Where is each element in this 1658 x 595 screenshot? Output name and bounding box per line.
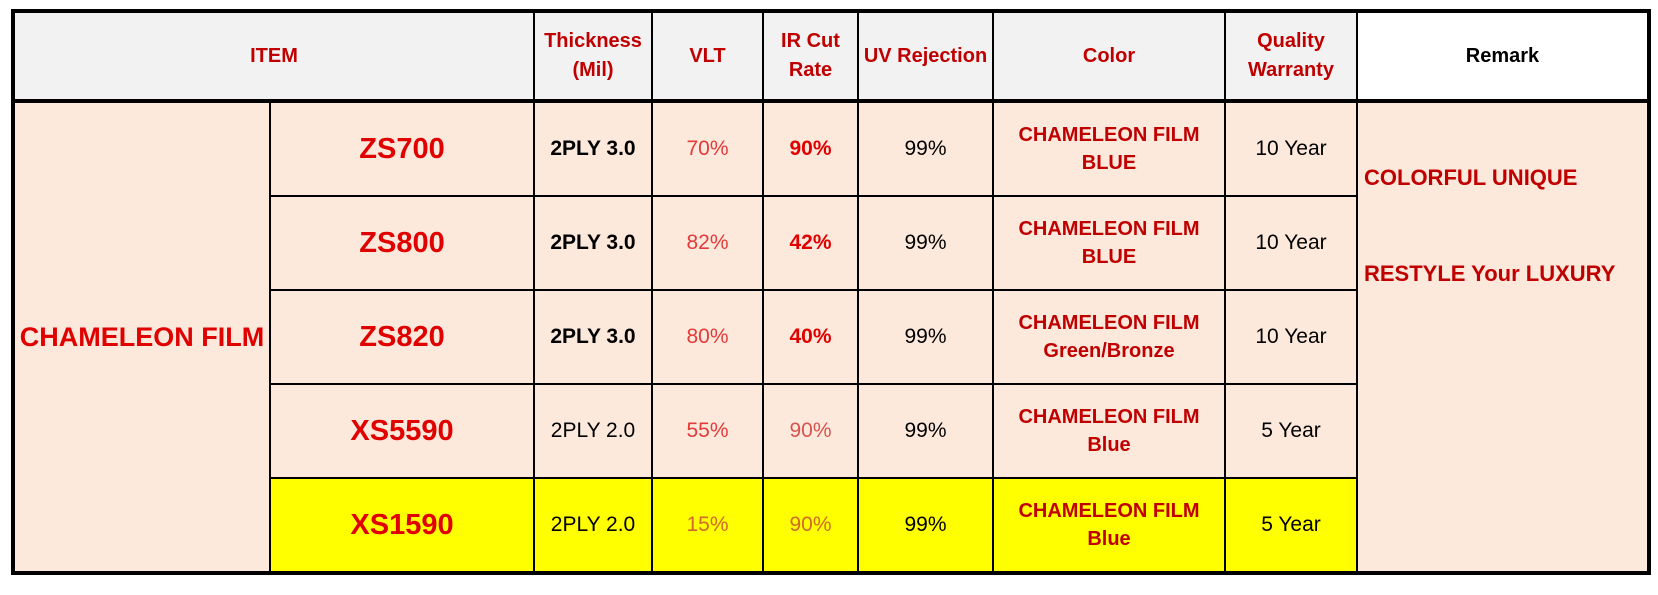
color-line: Blue [1087, 528, 1131, 550]
vlt: 15% [651, 477, 764, 574]
color-line: CHAMELEON FILM [1018, 218, 1200, 240]
model: ZS700 [269, 100, 535, 197]
header-cell: ITEM [12, 10, 535, 103]
model: XS1590 [269, 477, 535, 574]
header-cell: Quality Warranty [1224, 10, 1358, 103]
model: XS5590 [269, 383, 535, 479]
remark-cell: COLORFUL UNIQUE RESTYLE Your LUXURY [1356, 100, 1650, 574]
uv: 99% [857, 100, 994, 197]
product-row: CHAMELEON FILM ZS700 2PLY 3.0 70% 90% 99% CHAM… [12, 100, 1650, 574]
remark-line: RESTYLE Your LUXURY [1364, 261, 1616, 286]
product-row: XS1590 2PLY 2.0 15% 90% 99% CHAMELEON FILM Blu… [13, 477, 1649, 574]
category-cell: CHAMELEON FILM [12, 100, 271, 574]
color-line: CHAMELEON FILM [1018, 312, 1200, 334]
ir-cut: 90% [762, 477, 859, 574]
color: CHAMELEON FILM Green/Bronze [992, 289, 1226, 385]
color: CHAMELEON FILM BLUE [992, 195, 1226, 291]
spec-table: ITEM Thickness (Mil) VLT IR Cut Rate UV Reje… [11, 9, 1651, 575]
thickness: 2PLY 3.0 [533, 100, 653, 197]
remark-line: COLORFUL UNIQUE [1364, 165, 1578, 190]
ir-cut: 40% [762, 289, 859, 385]
warranty: 10 Year [1224, 195, 1358, 291]
warranty: 5 Year [1224, 477, 1358, 574]
warranty: 10 Year [1224, 100, 1358, 197]
header-cell: VLT [651, 10, 764, 103]
uv: 99% [857, 477, 994, 574]
product-row: ZS800 2PLY 3.0 82% 42% 99% CHAMELEON FILM BLUE… [13, 195, 1649, 291]
warranty: 10 Year [1224, 289, 1358, 385]
vlt: 70% [651, 100, 764, 197]
color-line: CHAMELEON FILM [1018, 124, 1200, 146]
model: ZS820 [269, 289, 535, 385]
product-row: XS5590 2PLY 2.0 55% 90% 99% CHAMELEON FILM Blu… [13, 383, 1649, 479]
color-line: BLUE [1081, 152, 1137, 174]
warranty: 5 Year [1224, 383, 1358, 479]
header-row: ITEM Thickness (Mil) VLT IR Cut Rate UV Reje… [12, 10, 1650, 103]
color: CHAMELEON FILM Blue [992, 477, 1226, 574]
vlt: 55% [651, 383, 764, 479]
uv: 99% [857, 383, 994, 479]
table-body: ITEM Thickness (Mil) VLT IR Cut Rate UV Reje… [12, 10, 1650, 574]
thickness: 2PLY 2.0 [533, 477, 653, 574]
header-cell: IR Cut Rate [762, 10, 859, 103]
vlt: 82% [651, 195, 764, 291]
header-cell: UV Rejection [857, 10, 994, 103]
thickness: 2PLY 2.0 [533, 383, 653, 479]
color-line: Green/Bronze [1043, 340, 1175, 362]
color: CHAMELEON FILM Blue [992, 383, 1226, 479]
color: CHAMELEON FILM BLUE [992, 100, 1226, 197]
color-line: BLUE [1081, 246, 1137, 268]
uv: 99% [857, 195, 994, 291]
uv: 99% [857, 289, 994, 385]
ir-cut: 90% [762, 383, 859, 479]
thickness: 2PLY 3.0 [533, 289, 653, 385]
product-row: ZS820 2PLY 3.0 80% 40% 99% CHAMELEON FILM Gree… [13, 289, 1649, 385]
model: ZS800 [269, 195, 535, 291]
vlt: 80% [651, 289, 764, 385]
color-line: CHAMELEON FILM [1018, 406, 1200, 428]
color-line: CHAMELEON FILM [1018, 500, 1200, 522]
header-cell: Thickness (Mil) [533, 10, 653, 103]
header-cell: Remark [1356, 10, 1650, 103]
ir-cut: 42% [762, 195, 859, 291]
header-cell: Color [992, 10, 1226, 103]
ir-cut: 90% [762, 100, 859, 197]
color-line: Blue [1087, 434, 1131, 456]
thickness: 2PLY 3.0 [533, 195, 653, 291]
